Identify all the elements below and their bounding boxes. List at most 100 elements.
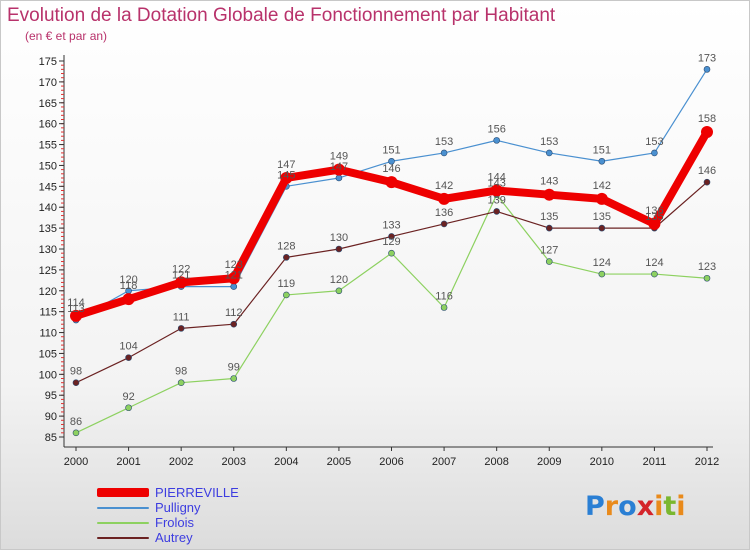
logo-letter: x: [636, 491, 655, 522]
y-tick-label: 145: [39, 181, 57, 193]
legend-swatch: [97, 488, 149, 497]
x-tick-label: 2002: [169, 456, 193, 468]
data-label-pierreville: 147: [277, 159, 295, 171]
point-frolois: [440, 304, 448, 311]
x-tick-label: 2000: [64, 456, 88, 468]
y-tick-label: 120: [39, 286, 57, 298]
legend-swatch: [97, 536, 149, 539]
point-pierreville: [490, 184, 503, 197]
data-label-autrey: 111: [173, 311, 190, 323]
point-frolois: [335, 287, 343, 295]
point-pierreville: [595, 192, 608, 205]
point-pulligny: [493, 137, 500, 144]
data-label-pulligny: 145: [277, 169, 295, 181]
x-tick-label: 2006: [379, 456, 403, 468]
y-tick-label: 90: [45, 411, 57, 423]
data-label-pierreville: 122: [172, 263, 190, 275]
data-label-pierreville: 146: [382, 163, 400, 175]
point-pulligny: [335, 174, 343, 182]
data-label-pierreville: 144: [487, 172, 505, 184]
point-autrey: [598, 224, 606, 232]
x-tick-label: 2004: [274, 456, 298, 468]
point-autrey: [440, 220, 448, 228]
y-tick-label: 125: [39, 265, 57, 277]
y-tick-label: 135: [39, 223, 57, 235]
x-tick-label: 2005: [327, 456, 351, 468]
point-pierreville: [70, 309, 82, 322]
point-autrey: [493, 208, 500, 215]
point-autrey: [703, 178, 711, 186]
data-label-pulligny: 121: [172, 270, 190, 282]
point-frolois: [388, 249, 395, 257]
data-label-pierreville: 114: [67, 297, 85, 309]
x-tick-label: 2012: [695, 456, 719, 468]
data-label-pulligny: 121: [225, 270, 243, 282]
point-autrey: [335, 245, 343, 253]
logo-letter: i: [654, 491, 664, 522]
point-frolois: [651, 270, 658, 278]
data-label-autrey: 135: [645, 211, 663, 223]
data-label-pulligny: 153: [540, 136, 558, 148]
x-tick-label: 2003: [222, 456, 246, 468]
point-frolois: [598, 270, 606, 278]
point-pulligny: [545, 149, 553, 157]
data-label-pierreville: 118: [120, 280, 138, 292]
proxiti-logo: Proxiti: [585, 491, 686, 522]
point-pulligny: [388, 157, 395, 165]
point-pierreville: [385, 176, 398, 189]
data-label-autrey: 112: [225, 307, 243, 319]
y-tick-label: 140: [39, 202, 57, 214]
point-pierreville: [280, 171, 293, 184]
point-pierreville: [122, 293, 135, 306]
data-label-frolois: 99: [228, 362, 240, 374]
y-tick-label: 150: [39, 160, 57, 172]
legend-item-pulligny: Pulligny: [97, 500, 239, 515]
data-label-pierreville: 149: [330, 151, 348, 163]
chart-title: Evolution de la Dotation Globale de Fonc…: [7, 5, 556, 26]
point-frolois: [230, 375, 238, 382]
data-label-pulligny: 153: [645, 136, 663, 148]
series-layer: [70, 66, 713, 437]
data-label-autrey: 104: [119, 341, 137, 353]
data-label-pulligny: 151: [593, 144, 611, 156]
y-tick-label: 155: [39, 140, 57, 152]
data-label-frolois: 86: [70, 416, 82, 428]
x-tick-label: 2009: [537, 456, 561, 468]
legend-label: Pulligny: [155, 500, 201, 515]
legend-swatch: [97, 521, 149, 524]
data-label-frolois: 123: [698, 261, 716, 273]
point-frolois: [125, 404, 132, 412]
point-pierreville: [701, 126, 713, 139]
data-label-frolois: 92: [122, 391, 134, 403]
y-tick-label: 165: [39, 98, 57, 110]
legend-swatch: [97, 506, 149, 509]
data-label-frolois: 124: [593, 257, 611, 269]
point-frolois: [703, 274, 711, 282]
point-autrey: [125, 354, 132, 361]
logo-letter: i: [676, 491, 686, 522]
y-tick-label: 105: [39, 348, 57, 360]
point-pierreville: [648, 217, 661, 230]
data-label-autrey: 135: [540, 211, 558, 223]
point-pierreville: [227, 272, 240, 285]
data-label-frolois: 124: [645, 257, 663, 269]
point-pulligny: [230, 283, 238, 290]
x-tick-label: 2001: [116, 456, 140, 468]
data-label-pierreville: 142: [593, 180, 611, 192]
data-label-frolois: 98: [175, 366, 187, 378]
data-label-pulligny: 120: [119, 274, 137, 286]
data-label-pierreville: 136: [645, 205, 663, 217]
legend-item-autrey: Autrey: [97, 530, 239, 545]
y-tick-label: 110: [39, 328, 57, 340]
y-tick-label: 100: [39, 369, 57, 381]
y-tick-label: 130: [39, 244, 57, 256]
data-label-autrey: 133: [382, 219, 400, 231]
x-tick-label: 2011: [643, 456, 667, 468]
point-autrey: [388, 233, 395, 240]
point-pulligny: [703, 66, 711, 73]
data-label-pulligny: 147: [330, 161, 348, 173]
data-label-pierreville: 142: [435, 180, 453, 192]
point-autrey: [283, 254, 290, 261]
y-tick-label: 115: [39, 307, 57, 319]
